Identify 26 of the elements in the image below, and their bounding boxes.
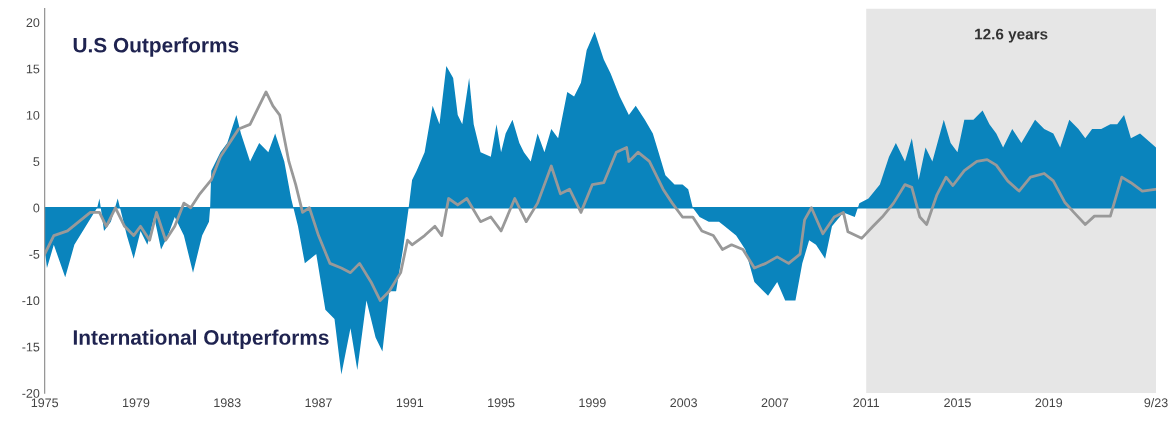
x-tick-label: 1979 <box>123 398 150 408</box>
x-tick-label: 1983 <box>214 398 241 408</box>
x-tick-label: 1991 <box>396 398 424 408</box>
y-tick-label: 20 <box>26 18 40 28</box>
band-label: 12.6 years <box>975 28 1048 43</box>
x-tick-label: 2019 <box>1035 398 1063 408</box>
y-tick-label: 15 <box>26 64 40 74</box>
y-tick-label: -20 <box>22 388 40 398</box>
y-tick-label: 0 <box>33 203 40 213</box>
x-tick-label: 2011 <box>853 398 880 408</box>
y-tick-label: 10 <box>26 110 40 120</box>
y-tick-label: -5 <box>29 250 40 259</box>
line-series <box>44 90 1157 302</box>
y-tick-label: -10 <box>22 296 40 306</box>
x-tick-label: 1995 <box>488 398 515 408</box>
x-tick-label: 1987 <box>305 398 332 408</box>
x-tick-label: 1975 <box>31 398 59 408</box>
y-tick-label: 5 <box>33 157 40 167</box>
annotation: U.S Outperforms <box>73 37 239 57</box>
y-tick-label: -15 <box>22 342 40 352</box>
x-tick-label: 2007 <box>761 398 789 408</box>
x-tick-label: 2015 <box>944 398 971 408</box>
x-tick-label: 2003 <box>670 398 697 408</box>
x-tick-label: 1999 <box>579 398 606 408</box>
annotation: International Outperforms <box>73 329 329 349</box>
x-tick-label: 9/23 <box>1144 397 1168 408</box>
